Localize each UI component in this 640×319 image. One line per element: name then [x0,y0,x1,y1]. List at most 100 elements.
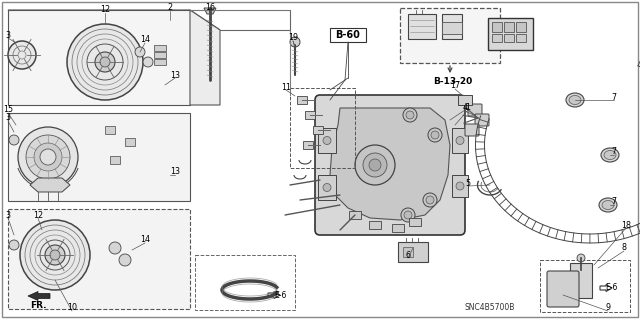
Text: SNC4B5700B: SNC4B5700B [465,302,515,311]
Bar [442,14,462,39]
Ellipse shape [602,201,614,210]
Text: 4: 4 [463,103,467,113]
Circle shape [404,211,412,219]
Circle shape [363,153,387,177]
Text: 13: 13 [170,167,180,176]
Circle shape [323,183,331,191]
Text: E-6: E-6 [605,284,617,293]
Polygon shape [190,10,220,105]
Bar [400,8,500,63]
Circle shape [119,254,131,266]
Bar [458,95,472,105]
Text: 13: 13 [170,70,180,79]
Circle shape [428,128,442,142]
Text: 19: 19 [288,33,298,42]
Ellipse shape [604,151,616,160]
Circle shape [8,41,36,69]
Text: 7: 7 [611,93,616,101]
Circle shape [67,24,143,100]
Bar [452,175,468,197]
Circle shape [426,196,434,204]
Circle shape [401,208,415,222]
Text: 7: 7 [611,147,616,157]
Bar [516,34,526,42]
Ellipse shape [569,95,581,105]
Circle shape [100,57,110,67]
Polygon shape [8,10,220,30]
Text: 9: 9 [605,303,611,313]
Circle shape [456,182,464,190]
Ellipse shape [601,148,619,162]
Circle shape [135,47,145,57]
Text: 12: 12 [33,211,43,219]
Bar [8,209,190,309]
Bar [398,242,428,262]
Bar [154,59,166,65]
Text: 7: 7 [611,197,616,206]
Polygon shape [8,10,190,105]
Circle shape [18,127,78,187]
Circle shape [431,131,439,139]
Circle shape [40,149,56,165]
Bar [392,224,404,232]
Polygon shape [30,178,70,192]
Bar [504,34,514,42]
Text: 1: 1 [465,102,470,112]
Circle shape [26,135,70,179]
FancyArrow shape [268,292,280,299]
Bar [409,218,421,226]
Text: 11: 11 [281,83,291,92]
Text: 15: 15 [3,106,13,115]
Text: 3: 3 [6,31,10,40]
Circle shape [577,254,585,262]
Circle shape [34,143,62,171]
Circle shape [95,52,115,72]
Circle shape [423,193,437,207]
Bar [303,141,313,149]
Bar [330,28,366,42]
Text: 17: 17 [450,81,460,91]
Text: 6: 6 [406,250,410,259]
Text: 14: 14 [140,235,150,244]
Text: 8: 8 [621,243,627,253]
Text: 3: 3 [6,114,10,122]
Text: FR.: FR. [29,300,46,309]
Bar [297,96,307,104]
Ellipse shape [566,93,584,107]
Circle shape [45,245,65,265]
Bar [318,175,336,200]
Bar [570,263,592,298]
Text: 12: 12 [100,5,110,14]
Bar [8,113,190,201]
Bar [369,221,381,229]
Circle shape [143,57,153,67]
Bar [408,14,436,39]
Bar [318,128,336,153]
Circle shape [9,135,19,145]
Circle shape [20,220,90,290]
Bar [195,255,295,310]
Bar [492,22,502,32]
Text: 3: 3 [6,211,10,219]
Bar [110,156,120,164]
Circle shape [355,145,395,185]
FancyArrow shape [600,285,612,292]
Bar [492,34,502,42]
Polygon shape [330,108,450,220]
Circle shape [9,240,19,250]
Text: 10: 10 [67,303,77,313]
Bar [313,126,323,134]
Polygon shape [204,8,216,14]
Bar [452,128,468,153]
Bar [154,45,166,51]
Text: 2: 2 [168,4,173,12]
Ellipse shape [599,198,617,212]
Circle shape [403,108,417,122]
Bar [488,18,533,50]
Bar [349,211,361,219]
Text: E-6: E-6 [274,291,286,300]
FancyBboxPatch shape [468,104,482,116]
FancyArrow shape [28,292,50,300]
Circle shape [406,111,414,119]
Text: B-13-20: B-13-20 [433,78,472,86]
